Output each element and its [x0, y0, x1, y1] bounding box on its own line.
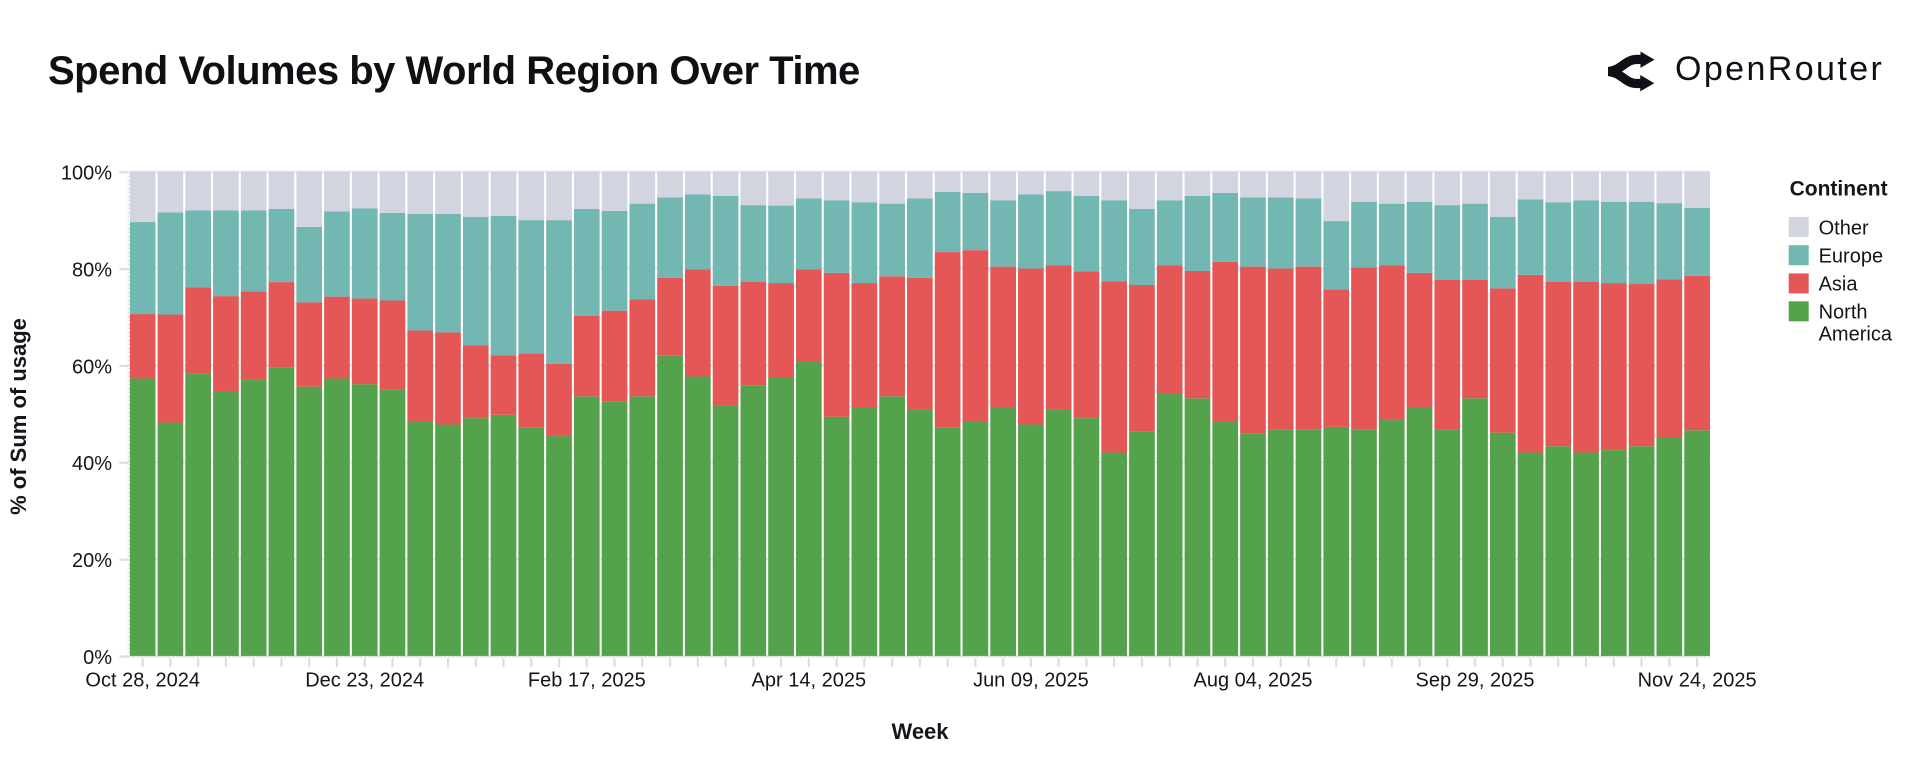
- svg-text:100%: 100%: [61, 163, 112, 185]
- svg-text:North: North: [1819, 302, 1868, 324]
- svg-text:America: America: [1819, 323, 1893, 345]
- svg-text:Feb 17, 2025: Feb 17, 2025: [528, 670, 646, 692]
- svg-text:20%: 20%: [72, 550, 112, 572]
- svg-text:Jun 09, 2025: Jun 09, 2025: [973, 670, 1089, 692]
- svg-text:40%: 40%: [72, 453, 112, 475]
- svg-text:Asia: Asia: [1819, 274, 1859, 296]
- svg-text:0%: 0%: [83, 647, 112, 669]
- svg-text:Aug 04, 2025: Aug 04, 2025: [1194, 670, 1313, 692]
- svg-text:% of Sum of usage: % of Sum of usage: [6, 318, 31, 515]
- svg-text:60%: 60%: [72, 356, 112, 378]
- svg-text:Oct 28, 2024: Oct 28, 2024: [85, 670, 200, 692]
- svg-text:Other: Other: [1819, 217, 1869, 239]
- svg-text:Week: Week: [891, 719, 949, 744]
- svg-text:Nov 24, 2025: Nov 24, 2025: [1638, 670, 1757, 692]
- svg-text:80%: 80%: [72, 260, 112, 282]
- svg-text:Sep 29, 2025: Sep 29, 2025: [1416, 670, 1535, 692]
- svg-text:Continent: Continent: [1790, 178, 1888, 201]
- svg-text:Dec 23, 2024: Dec 23, 2024: [305, 670, 424, 692]
- svg-text:Europe: Europe: [1819, 246, 1884, 268]
- svg-text:Apr 14, 2025: Apr 14, 2025: [752, 670, 867, 692]
